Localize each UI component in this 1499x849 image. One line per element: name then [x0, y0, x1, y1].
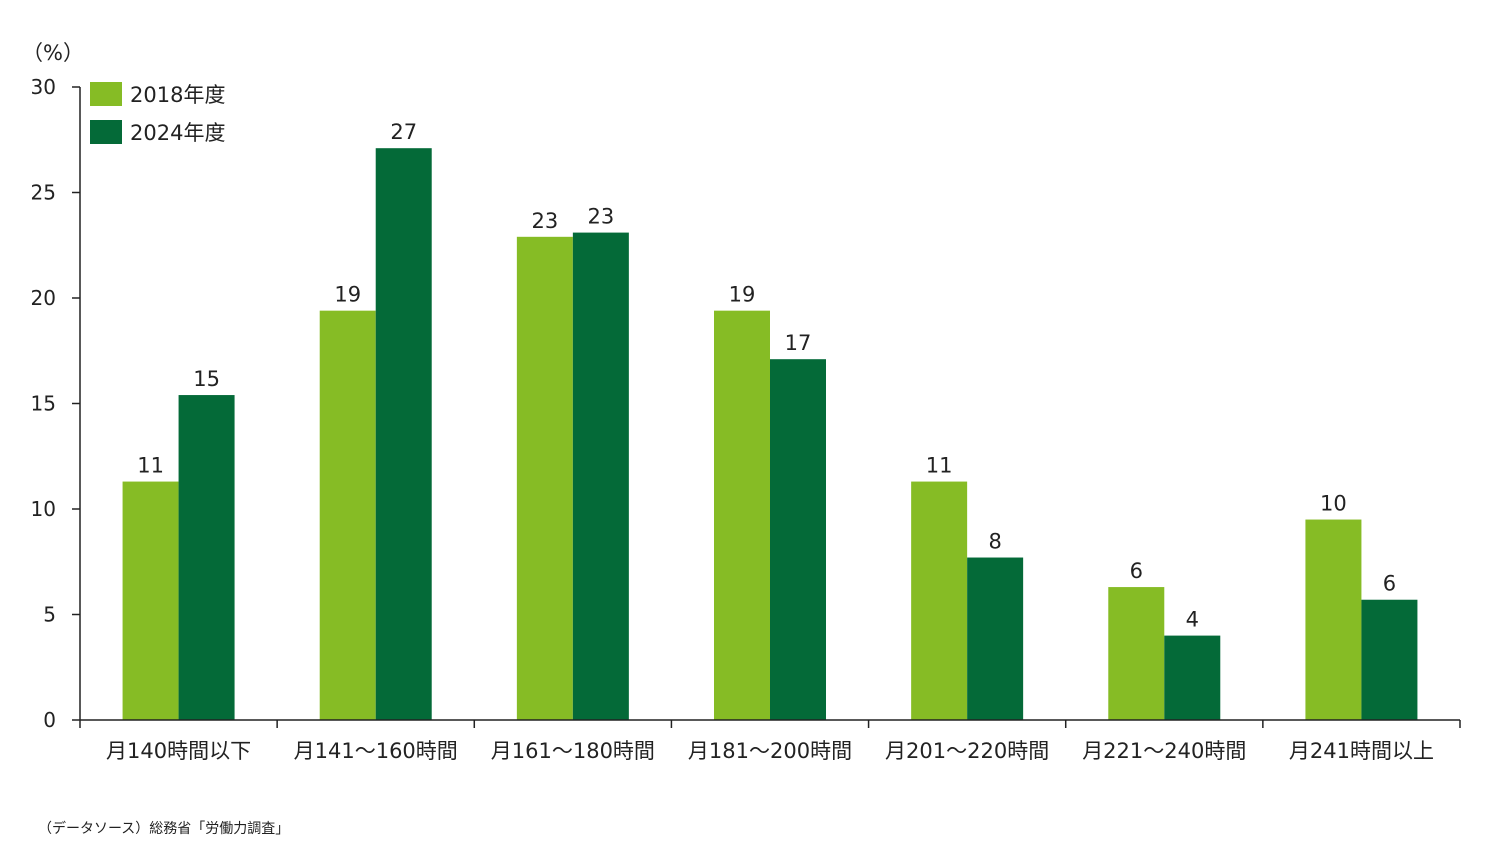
bar-value-label: 19: [729, 283, 756, 307]
y-tick-label: 20: [31, 286, 56, 310]
bar-series-1: [319, 310, 376, 720]
bar-series-2: [375, 148, 432, 720]
bar-series-2: [770, 359, 826, 720]
x-category-label: 月140時間以下: [106, 739, 251, 763]
bar-value-label: 10: [1320, 492, 1347, 516]
bar-series-1: [714, 310, 770, 720]
bar-value-label: 11: [137, 454, 164, 478]
bar-series-2: [178, 395, 235, 720]
bar-series-1: [122, 481, 179, 720]
x-category-label: 月161～180時間: [491, 739, 655, 763]
y-tick-label: 0: [43, 708, 56, 732]
y-tick-label: 5: [43, 603, 56, 627]
x-axis: 月140時間以下 月141～160時間 月161～180時間 月181～200時間 月2…: [79, 719, 1461, 763]
y-axis: 0 5 10 15 20 25 30: [31, 75, 81, 732]
bar-value-label: 17: [785, 331, 812, 355]
bar-series-1: [1305, 519, 1362, 720]
data-source-note: （データソース）総務省「労働力調査」: [38, 821, 290, 837]
bar-value-label: 27: [390, 120, 417, 144]
y-tick-label: 10: [31, 497, 56, 521]
y-axis-unit-label: （%）: [22, 41, 84, 65]
y-tick-label: 30: [31, 75, 56, 99]
x-category-label: 月241時間以上: [1289, 739, 1434, 763]
bar-value-label: 6: [1130, 559, 1143, 583]
x-category-label: 月221～240時間: [1082, 739, 1246, 763]
bar-value-label: 19: [334, 283, 361, 307]
x-category-label: 月181～200時間: [688, 739, 852, 763]
bar-series-1: [516, 236, 573, 720]
legend: 2018年度 2024年度: [90, 82, 225, 145]
bar-value-label: 15: [193, 367, 220, 391]
legend-swatch: [90, 82, 122, 106]
bar-series-1: [911, 481, 968, 720]
bar-series-2: [1164, 635, 1221, 720]
bar-series-1: [1108, 587, 1165, 720]
legend-label: 2024年度: [130, 121, 225, 145]
y-tick-label: 25: [31, 181, 56, 205]
legend-label: 2018年度: [130, 83, 225, 107]
legend-swatch: [90, 120, 122, 144]
bar-value-label: 8: [988, 530, 1001, 554]
bar-value-label: 23: [587, 205, 614, 229]
y-tick-label: 15: [31, 392, 56, 416]
bar-value-label: 6: [1383, 572, 1396, 596]
bar-value-label: 4: [1186, 608, 1199, 632]
bar-series-2: [572, 232, 629, 720]
bar-value-label: 11: [926, 454, 953, 478]
bars-group: 11 19 23 19 11 6 10 15 27 23 17 8 4 6: [122, 120, 1418, 720]
x-category-label: 月141～160時間: [294, 739, 458, 763]
x-category-label: 月201～220時間: [885, 739, 1049, 763]
bar-series-2: [967, 557, 1024, 720]
bar-series-2: [1361, 599, 1418, 720]
bar-value-label: 23: [531, 209, 558, 233]
